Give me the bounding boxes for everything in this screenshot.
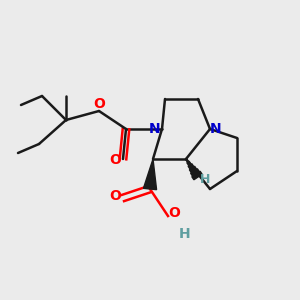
Polygon shape — [189, 166, 197, 173]
Polygon shape — [188, 164, 194, 169]
Polygon shape — [192, 171, 202, 180]
Text: O: O — [93, 97, 105, 110]
Text: O: O — [110, 190, 122, 203]
Text: H: H — [200, 173, 211, 186]
Text: N: N — [149, 122, 160, 136]
Text: N: N — [210, 122, 222, 136]
Polygon shape — [187, 161, 191, 166]
Polygon shape — [190, 169, 200, 176]
Text: O: O — [110, 154, 122, 167]
Text: O: O — [169, 206, 181, 220]
Polygon shape — [186, 159, 188, 162]
Polygon shape — [143, 159, 157, 190]
Text: H: H — [179, 227, 190, 241]
